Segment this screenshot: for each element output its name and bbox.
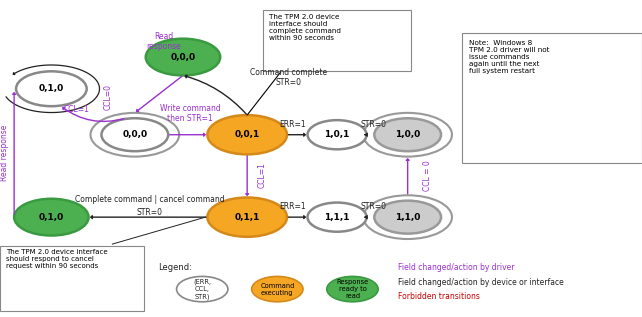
Text: 1,0,0: 1,0,0 — [395, 130, 421, 139]
Circle shape — [363, 113, 452, 157]
Text: 0,0,0: 0,0,0 — [170, 53, 196, 61]
Circle shape — [207, 197, 287, 237]
Circle shape — [16, 71, 87, 106]
FancyBboxPatch shape — [0, 246, 144, 311]
Text: Complete command | cancel command: Complete command | cancel command — [74, 196, 225, 204]
Circle shape — [327, 276, 378, 302]
Text: Field changed/action by device or interface: Field changed/action by device or interf… — [398, 278, 564, 287]
Text: The TPM 2.0 device interface
should respond to cancel
request within 90 seconds: The TPM 2.0 device interface should resp… — [6, 249, 108, 269]
Text: 1,1,1: 1,1,1 — [324, 213, 350, 222]
Circle shape — [91, 113, 179, 157]
Text: Write command
then STR=1: Write command then STR=1 — [160, 104, 220, 123]
Text: 1,0,1: 1,0,1 — [324, 130, 350, 139]
Circle shape — [374, 201, 441, 234]
Circle shape — [308, 203, 367, 232]
Text: CCL=0: CCL=0 — [103, 84, 112, 110]
Circle shape — [363, 195, 452, 239]
Circle shape — [252, 276, 303, 302]
Circle shape — [308, 120, 367, 149]
Text: CCL=1: CCL=1 — [257, 162, 266, 188]
Text: CCL=1: CCL=1 — [64, 105, 90, 114]
Circle shape — [101, 118, 168, 151]
FancyBboxPatch shape — [462, 33, 642, 163]
Text: STR=0: STR=0 — [361, 202, 386, 211]
Text: ERR=1: ERR=1 — [279, 120, 306, 129]
Text: 0,0,0: 0,0,0 — [122, 130, 148, 139]
Text: STR=0: STR=0 — [137, 208, 162, 217]
Text: CCL = 0: CCL = 0 — [423, 160, 432, 191]
FancyBboxPatch shape — [263, 10, 411, 71]
Text: Read response: Read response — [0, 125, 9, 181]
Circle shape — [146, 39, 220, 75]
Circle shape — [374, 118, 441, 151]
Text: Legend:: Legend: — [159, 263, 193, 272]
Text: 0,1,0: 0,1,0 — [39, 84, 64, 93]
Text: (ERR,
CCL,
STR): (ERR, CCL, STR) — [193, 279, 211, 300]
Text: ERR=1: ERR=1 — [279, 202, 306, 211]
Text: 1,1,0: 1,1,0 — [395, 213, 421, 222]
Text: 0,0,1: 0,0,1 — [234, 130, 260, 139]
Text: Note:  Windows 8
TPM 2.0 driver will not
issue commands
again until the next
ful: Note: Windows 8 TPM 2.0 driver will not … — [469, 40, 549, 74]
Text: 0,1,1: 0,1,1 — [234, 213, 260, 222]
Text: Read
response: Read response — [146, 31, 181, 51]
Text: Forbidden transitions: Forbidden transitions — [398, 292, 480, 301]
Text: STR=0: STR=0 — [361, 120, 386, 129]
Text: Command
executing: Command executing — [260, 282, 295, 296]
Text: Command complete
STR=0: Command complete STR=0 — [250, 68, 327, 87]
Text: The TPM 2.0 device
interface should
complete command
within 90 seconds: The TPM 2.0 device interface should comp… — [269, 14, 341, 41]
Text: Response
ready to
read: Response ready to read — [336, 279, 369, 299]
Circle shape — [207, 115, 287, 154]
Circle shape — [14, 199, 89, 236]
Text: Field changed/action by driver: Field changed/action by driver — [398, 263, 514, 272]
Text: 0,1,0: 0,1,0 — [39, 213, 64, 222]
Circle shape — [177, 276, 228, 302]
